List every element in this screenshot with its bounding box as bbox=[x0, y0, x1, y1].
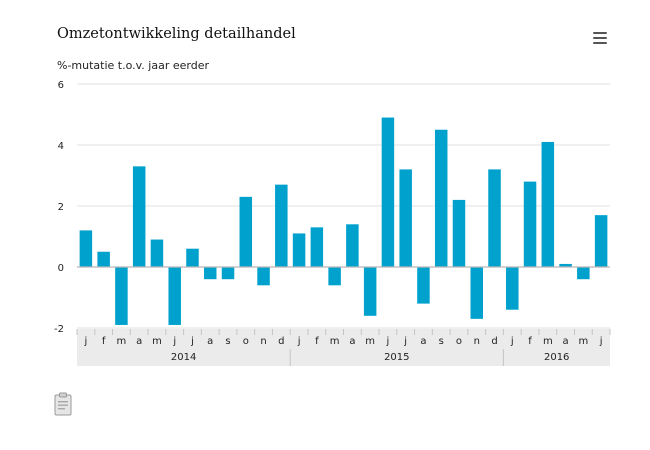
x-tick-label: j bbox=[83, 336, 87, 347]
x-tick-label: n bbox=[474, 336, 480, 347]
bar bbox=[346, 224, 359, 267]
bar bbox=[363, 267, 377, 316]
bar bbox=[115, 267, 128, 325]
bar bbox=[132, 166, 146, 267]
x-tick-label: m bbox=[543, 336, 553, 347]
x-tick-label: m bbox=[330, 336, 340, 347]
x-tick-label: s bbox=[225, 336, 230, 347]
x-tick-label: n bbox=[260, 336, 266, 347]
bar bbox=[239, 196, 253, 267]
y-tick-label: 4 bbox=[58, 141, 64, 152]
x-tick-label: j bbox=[403, 336, 407, 347]
bar bbox=[488, 169, 501, 267]
x-tick-label: d bbox=[491, 336, 497, 347]
bar bbox=[470, 267, 483, 319]
x-tick-label: m bbox=[117, 336, 127, 347]
bar bbox=[328, 267, 341, 286]
clipboard-icon[interactable] bbox=[54, 392, 72, 416]
bar bbox=[150, 239, 164, 267]
bar bbox=[506, 267, 519, 310]
x-tick-label: f bbox=[315, 336, 319, 347]
bar bbox=[221, 267, 235, 280]
x-tick-label: o bbox=[456, 336, 462, 347]
bar bbox=[381, 117, 395, 267]
y-tick-label: 6 bbox=[58, 80, 64, 91]
x-tick-label: s bbox=[439, 336, 444, 347]
x-tick-label: m bbox=[578, 336, 588, 347]
x-tick-label: d bbox=[278, 336, 284, 347]
x-tick-label: m bbox=[152, 336, 162, 347]
bar bbox=[204, 267, 217, 280]
year-label: 2016 bbox=[544, 352, 569, 363]
bar bbox=[275, 184, 288, 267]
x-tick-label: f bbox=[528, 336, 532, 347]
x-axis-band bbox=[77, 329, 610, 366]
x-tick-label: a bbox=[136, 336, 142, 347]
bar bbox=[310, 227, 324, 267]
year-label: 2014 bbox=[171, 352, 196, 363]
x-tick-label: a bbox=[420, 336, 426, 347]
year-label: 2015 bbox=[384, 352, 409, 363]
hamburger-menu-icon[interactable] bbox=[590, 28, 612, 48]
bar bbox=[79, 230, 93, 267]
x-tick-label: f bbox=[102, 336, 106, 347]
bar bbox=[434, 129, 448, 267]
y-axis-label: %-mutatie t.o.v. jaar eerder bbox=[57, 59, 209, 72]
x-tick-label: j bbox=[190, 336, 194, 347]
bar bbox=[452, 199, 466, 267]
chart-title: Omzetontwikkeling detailhandel bbox=[57, 26, 296, 42]
bar bbox=[523, 181, 537, 267]
x-tick-label: a bbox=[563, 336, 569, 347]
y-tick-label: 2 bbox=[58, 202, 64, 213]
x-tick-label: a bbox=[349, 336, 355, 347]
bar bbox=[417, 267, 430, 304]
bar bbox=[577, 267, 590, 280]
bar bbox=[186, 248, 199, 267]
x-tick-label: m bbox=[365, 336, 375, 347]
x-tick-label: j bbox=[172, 336, 176, 347]
bar bbox=[559, 263, 572, 267]
bar bbox=[541, 141, 555, 267]
bar bbox=[292, 233, 306, 267]
x-tick-label: j bbox=[297, 336, 301, 347]
x-tick-label: j bbox=[599, 336, 603, 347]
bar bbox=[594, 215, 608, 267]
x-tick-label: j bbox=[510, 336, 514, 347]
bar bbox=[257, 267, 270, 286]
y-tick-label: 0 bbox=[58, 263, 64, 274]
y-tick-label: -2 bbox=[54, 324, 64, 335]
bar bbox=[97, 251, 110, 267]
bar bbox=[399, 169, 412, 267]
bar bbox=[168, 267, 181, 325]
x-tick-label: o bbox=[243, 336, 249, 347]
x-tick-label: j bbox=[386, 336, 390, 347]
x-tick-label: a bbox=[207, 336, 213, 347]
